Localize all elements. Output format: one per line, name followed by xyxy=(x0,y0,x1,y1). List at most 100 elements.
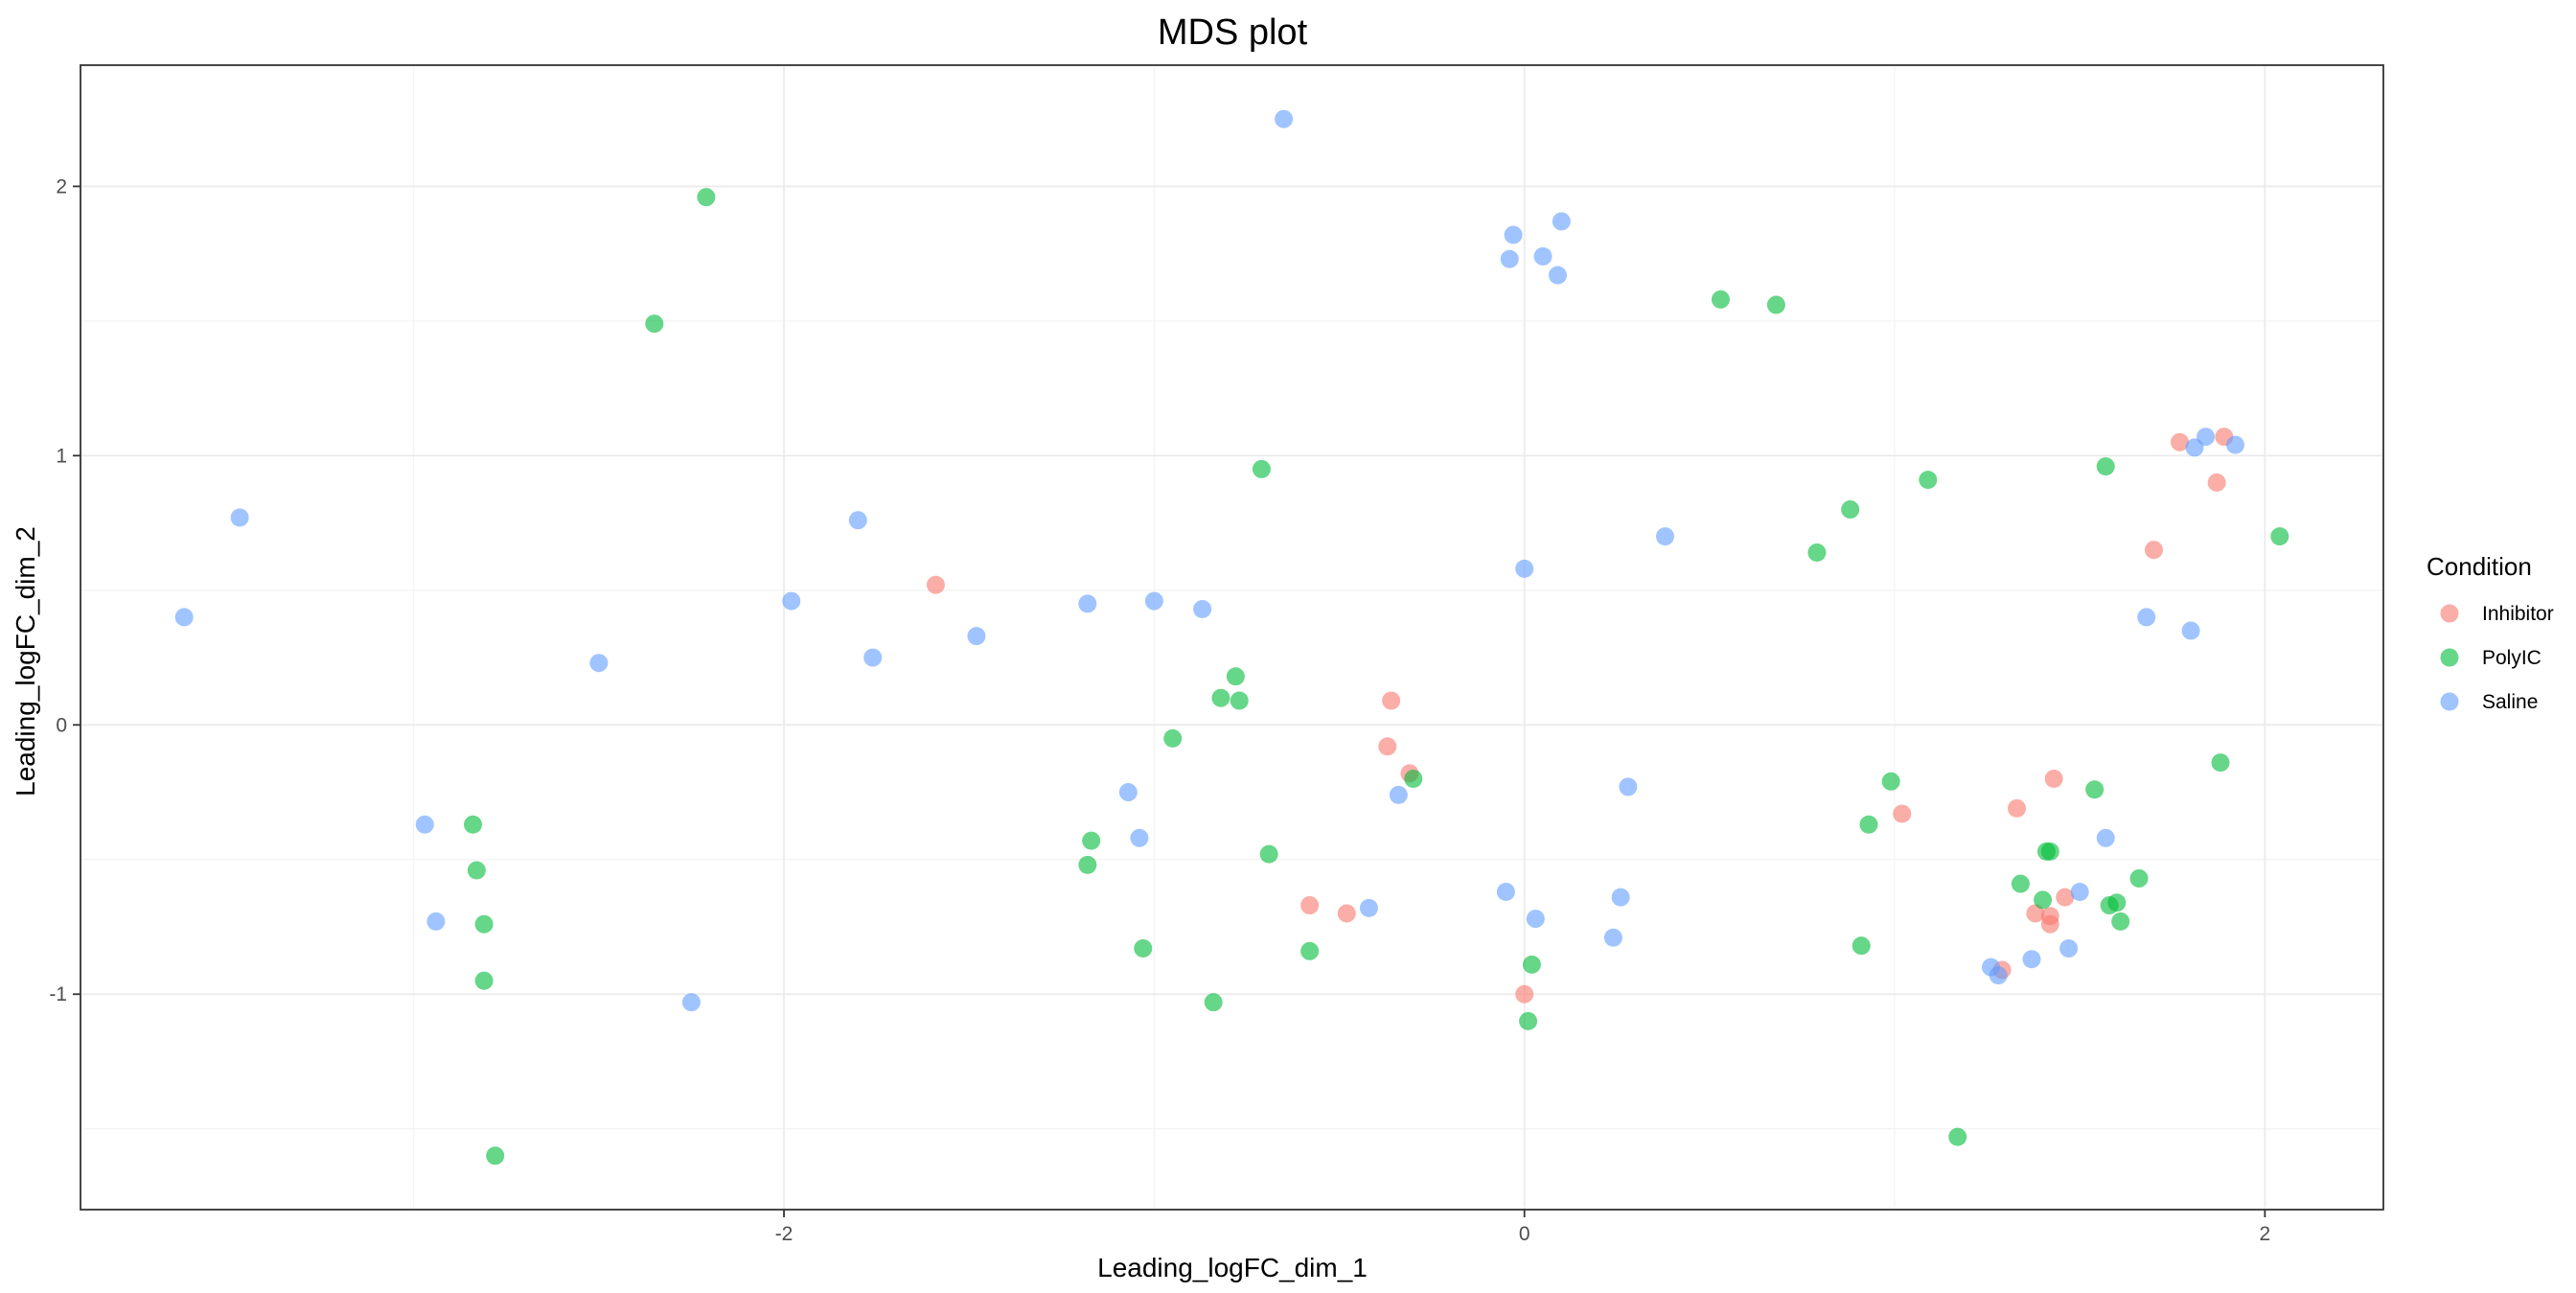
data-point-saline xyxy=(1144,591,1163,611)
data-point-polyic xyxy=(1230,691,1249,710)
data-point-polyic xyxy=(1082,831,1101,850)
data-point-saline xyxy=(2070,882,2089,901)
data-point-saline xyxy=(2225,435,2244,454)
data-point-saline xyxy=(848,511,867,530)
data-point-saline xyxy=(863,648,883,667)
data-point-polyic xyxy=(1259,844,1278,864)
data-point-saline xyxy=(415,815,434,834)
data-point-inhibitor xyxy=(1515,984,1534,1004)
data-point-saline xyxy=(1193,600,1212,619)
data-point-inhibitor xyxy=(926,575,945,594)
data-point-polyic xyxy=(467,861,486,880)
legend: Condition Inhibitor PolyIC Saline xyxy=(2426,552,2554,713)
data-point-polyic xyxy=(2040,842,2059,861)
data-point-polyic xyxy=(1404,769,1423,788)
data-point-polyic xyxy=(1300,941,1320,960)
legend-key-polyic xyxy=(2440,648,2459,667)
series-polyic xyxy=(464,188,2289,1166)
data-point-saline xyxy=(1548,266,1567,285)
data-point-polyic xyxy=(2111,912,2130,931)
data-point-saline xyxy=(426,912,446,931)
data-point-saline xyxy=(967,627,986,646)
data-point-polyic xyxy=(1134,938,1153,958)
data-point-inhibitor xyxy=(2056,888,2075,907)
data-point-polyic xyxy=(464,815,483,834)
data-point-polyic xyxy=(2129,868,2149,888)
data-point-saline xyxy=(1359,898,1378,917)
data-point-saline xyxy=(2022,950,2041,969)
data-point-polyic xyxy=(1163,728,1183,748)
y-tick-label: 0 xyxy=(56,714,67,736)
data-point-saline xyxy=(1611,888,1630,907)
data-point-saline xyxy=(782,591,801,611)
data-point-inhibitor xyxy=(1337,904,1356,923)
legend-label-inhibitor: Inhibitor xyxy=(2482,603,2554,625)
x-tick-label: -2 xyxy=(775,1223,794,1245)
legend-items: Inhibitor PolyIC Saline xyxy=(2440,603,2554,713)
data-point-saline xyxy=(1504,225,1523,244)
data-point-saline xyxy=(1515,559,1534,578)
plot-panel-border xyxy=(80,64,2384,1211)
data-point-saline xyxy=(174,608,194,627)
data-point-saline xyxy=(1603,928,1622,947)
x-axis-title: Leading_logFC_dim_1 xyxy=(1097,1253,1368,1282)
data-point-inhibitor xyxy=(2144,541,2163,560)
data-point-polyic xyxy=(2011,874,2030,893)
data-point-inhibitor xyxy=(2026,904,2045,923)
data-point-inhibitor xyxy=(1893,804,1912,823)
data-point-polyic xyxy=(2107,893,2127,912)
data-point-polyic xyxy=(645,314,664,334)
data-point-polyic xyxy=(1204,993,1223,1012)
data-point-inhibitor xyxy=(2207,473,2226,492)
data-point-polyic xyxy=(2270,527,2289,546)
legend-title: Condition xyxy=(2426,552,2532,581)
data-point-saline xyxy=(1533,246,1552,266)
data-point-inhibitor xyxy=(1300,896,1320,915)
data-point-polyic xyxy=(1852,936,1871,956)
chart-title: MDS plot xyxy=(1158,12,1308,53)
data-point-polyic xyxy=(1859,815,1878,834)
data-point-inhibitor xyxy=(2040,914,2059,934)
data-point-saline xyxy=(1496,882,1515,901)
data-point-saline xyxy=(1500,249,1519,268)
data-point-polyic xyxy=(2211,753,2230,773)
data-point-polyic xyxy=(486,1146,505,1166)
data-point-inhibitor xyxy=(1378,737,1397,756)
data-point-polyic xyxy=(1211,688,1230,707)
y-tick-label: 2 xyxy=(56,175,67,197)
data-point-saline xyxy=(1389,785,1408,804)
data-point-inhibitor xyxy=(2171,432,2190,451)
data-point-saline xyxy=(2196,427,2216,447)
data-point-saline xyxy=(2137,608,2156,627)
data-point-polyic xyxy=(1881,772,1900,791)
data-point-polyic xyxy=(2085,780,2104,799)
data-point-saline xyxy=(230,508,249,527)
data-point-polyic xyxy=(1807,543,1827,563)
data-point-saline xyxy=(2096,828,2115,847)
y-tick-label: 1 xyxy=(56,445,67,467)
x-tick-label: 2 xyxy=(2260,1223,2271,1245)
data-point-polyic xyxy=(2034,890,2053,910)
y-tick-label: -1 xyxy=(49,983,67,1005)
data-point-saline xyxy=(1130,828,1149,847)
data-point-saline xyxy=(2181,621,2200,640)
data-point-polyic xyxy=(1078,855,1097,874)
legend-key-saline xyxy=(2440,692,2459,711)
data-point-polyic xyxy=(1252,459,1271,478)
data-point-saline xyxy=(681,993,701,1012)
data-point-saline xyxy=(1275,109,1294,128)
data-point-saline xyxy=(2059,938,2079,958)
data-point-inhibitor xyxy=(2044,769,2063,788)
data-point-polyic xyxy=(1711,289,1730,309)
data-point-polyic xyxy=(474,914,494,934)
data-point-polyic xyxy=(1919,471,1938,490)
data-point-inhibitor xyxy=(2008,798,2027,818)
data-point-saline xyxy=(1526,910,1545,929)
data-point-saline xyxy=(1078,594,1097,613)
data-point-saline xyxy=(1619,777,1638,797)
legend-label-saline: Saline xyxy=(2482,691,2538,713)
x-tick-label: 0 xyxy=(1519,1223,1530,1245)
data-point-polyic xyxy=(1226,667,1245,686)
